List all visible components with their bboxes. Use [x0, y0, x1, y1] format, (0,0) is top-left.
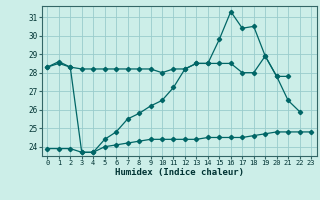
- X-axis label: Humidex (Indice chaleur): Humidex (Indice chaleur): [115, 168, 244, 177]
